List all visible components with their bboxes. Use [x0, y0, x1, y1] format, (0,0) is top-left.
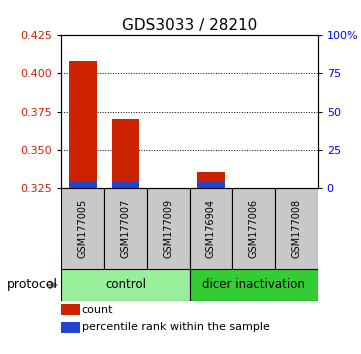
- Bar: [112, 119, 139, 188]
- Text: GSM177008: GSM177008: [291, 199, 301, 258]
- FancyBboxPatch shape: [190, 188, 232, 269]
- FancyBboxPatch shape: [275, 188, 318, 269]
- Text: GSM177009: GSM177009: [163, 199, 173, 258]
- Text: protocol: protocol: [7, 279, 58, 291]
- Text: dicer inactivation: dicer inactivation: [202, 279, 305, 291]
- Bar: [61, 304, 80, 315]
- Text: GSM176904: GSM176904: [206, 199, 216, 258]
- Bar: [69, 182, 97, 188]
- Bar: [197, 172, 225, 188]
- Bar: [197, 182, 225, 188]
- Bar: [61, 269, 190, 301]
- FancyBboxPatch shape: [104, 188, 147, 269]
- Text: control: control: [105, 279, 146, 291]
- FancyBboxPatch shape: [147, 188, 190, 269]
- Title: GDS3033 / 28210: GDS3033 / 28210: [122, 18, 257, 33]
- FancyBboxPatch shape: [61, 188, 104, 269]
- Text: GSM177006: GSM177006: [249, 199, 258, 258]
- Bar: [69, 61, 97, 188]
- Text: GSM177007: GSM177007: [121, 199, 130, 258]
- Bar: [190, 269, 318, 301]
- Text: count: count: [82, 305, 113, 315]
- Text: percentile rank within the sample: percentile rank within the sample: [82, 322, 270, 332]
- Text: GSM177005: GSM177005: [78, 199, 88, 258]
- FancyBboxPatch shape: [232, 188, 275, 269]
- Bar: [112, 182, 139, 188]
- Bar: [61, 322, 80, 333]
